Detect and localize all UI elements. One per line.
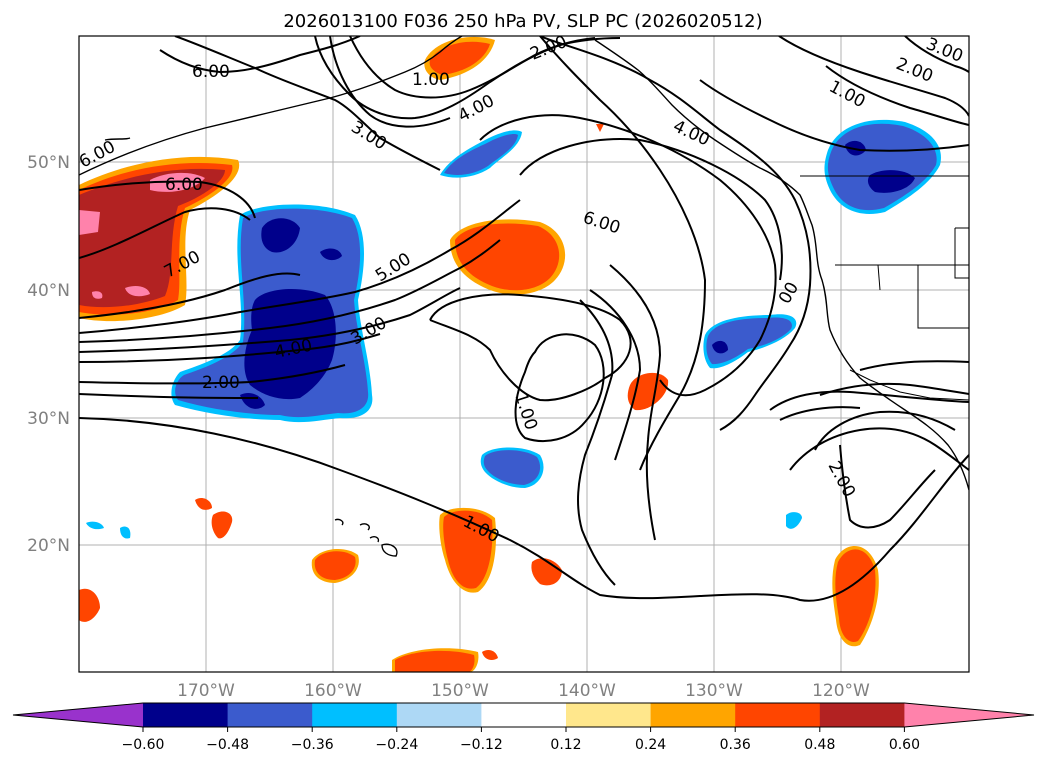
lon-label: 140°W <box>558 681 616 701</box>
pv-positive-anomalies <box>79 36 879 672</box>
colorbar-tick-label: 0.24 <box>635 737 666 753</box>
lat-label: 30°N <box>27 409 70 429</box>
contour-label: 1.00 <box>412 70 450 90</box>
colorbar-segment <box>143 703 229 727</box>
colorbar-segment <box>227 703 313 727</box>
colorbar-tick-label: −0.12 <box>460 737 503 753</box>
colorbar-segment <box>819 703 905 727</box>
colorbar-extend-low <box>13 703 143 727</box>
lon-label: 150°W <box>431 681 489 701</box>
colorbar-ticks: −0.60 −0.48 −0.36 −0.24 −0.12 0.12 0.24 0.36 0.4… <box>122 727 920 753</box>
colorbar-segment <box>481 703 567 727</box>
political-boundaries <box>800 175 969 401</box>
slp-contours <box>79 36 969 602</box>
longitude-labels: 170°W 160°W 150°W 140°W 130°W 120°W <box>177 681 870 701</box>
colorbar-tick-label: 0.48 <box>804 737 835 753</box>
colorbar-tick-label: −0.60 <box>122 737 165 753</box>
lat-label: 50°N <box>27 153 70 173</box>
lon-label: 170°W <box>177 681 235 701</box>
colorbar-segment <box>312 703 398 727</box>
contour-label: 6.00 <box>192 62 230 82</box>
lon-label: 160°W <box>304 681 362 701</box>
contour-label: 6.00 <box>165 175 203 195</box>
colorbar: −0.60 −0.48 −0.36 −0.24 −0.12 0.12 0.24 0.36 0.4… <box>12 702 1035 753</box>
lon-label: 120°W <box>812 681 870 701</box>
colorbar-tick-label: −0.24 <box>375 737 418 753</box>
colorbar-tick-label: 0.12 <box>550 737 581 753</box>
colorbar-segment <box>735 703 821 727</box>
map-frame <box>78 35 970 673</box>
lon-label: 130°W <box>685 681 743 701</box>
colorbar-segment <box>396 703 482 727</box>
contour-label: 2.00 <box>202 373 240 393</box>
colorbar-extend-high <box>904 703 1034 727</box>
map-area: 6.00 6.00 6.00 7.00 5.00 4.00 3.00 2.00 … <box>27 35 970 701</box>
colorbar-tick-label: −0.48 <box>206 737 249 753</box>
pv-negative-anomalies <box>86 119 941 539</box>
lat-label: 20°N <box>27 536 70 556</box>
colorbar-segments <box>12 702 1035 728</box>
lat-label: 40°N <box>27 281 70 301</box>
colorbar-tick-label: 0.36 <box>720 737 751 753</box>
coastlines <box>79 36 969 557</box>
map-title: 2026013100 F036 250 hPa PV, SLP PC (2026… <box>283 11 762 32</box>
colorbar-tick-label: −0.36 <box>291 737 334 753</box>
colorbar-segment <box>566 703 652 727</box>
latitude-labels: 50°N 40°N 30°N 20°N <box>27 153 70 556</box>
colorbar-segment <box>650 703 736 727</box>
colorbar-tick-label: 0.60 <box>889 737 920 753</box>
